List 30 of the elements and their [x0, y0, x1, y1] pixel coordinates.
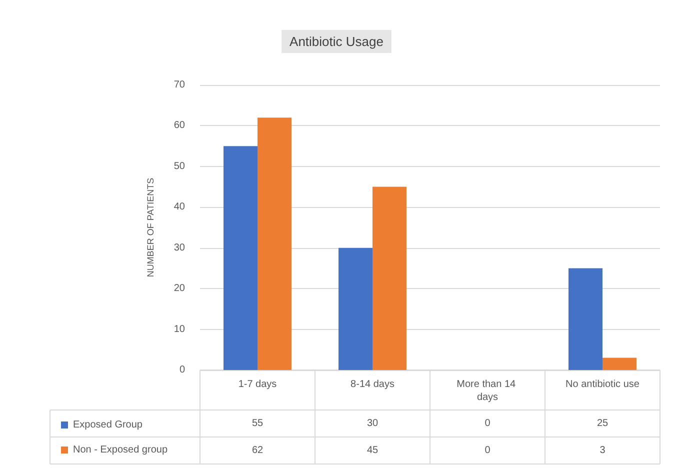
- data-label: 55: [252, 418, 264, 429]
- y-tick-label: 0: [179, 364, 186, 376]
- y-tick-label: 50: [174, 160, 186, 172]
- data-label: 0: [484, 445, 491, 456]
- data-label: 3: [600, 445, 606, 456]
- bar: [258, 118, 292, 370]
- legend-label: Non - Exposed group: [73, 444, 168, 456]
- x-tick-label: More than 14 days: [456, 379, 518, 403]
- y-tick-label: 40: [174, 202, 186, 213]
- data-label: 62: [252, 445, 264, 456]
- x-tick-label: No antibiotic use: [566, 379, 640, 390]
- data-label: 30: [366, 418, 378, 429]
- x-tick-label: 1-7 days: [238, 379, 277, 390]
- bar: [338, 248, 372, 370]
- data-label: 25: [596, 418, 608, 429]
- y-tick-label: 30: [174, 242, 186, 254]
- y-axis-title: NUMBER OF PATIENTS: [146, 178, 156, 278]
- data-label: 45: [366, 445, 378, 456]
- y-tick-label: 70: [174, 80, 186, 90]
- legend-label: Exposed Group: [73, 420, 143, 430]
- x-tick-label: 8-14 days: [350, 379, 394, 390]
- y-tick-label: 60: [174, 120, 186, 132]
- bar: [224, 146, 258, 370]
- bar: [372, 186, 406, 370]
- bar: [602, 358, 636, 370]
- chart-title: Antibiotic Usage: [290, 34, 384, 49]
- y-tick-label: 10: [174, 324, 186, 335]
- data-label: 0: [484, 418, 491, 429]
- y-tick-label: 20: [174, 283, 186, 294]
- bar: [568, 268, 602, 370]
